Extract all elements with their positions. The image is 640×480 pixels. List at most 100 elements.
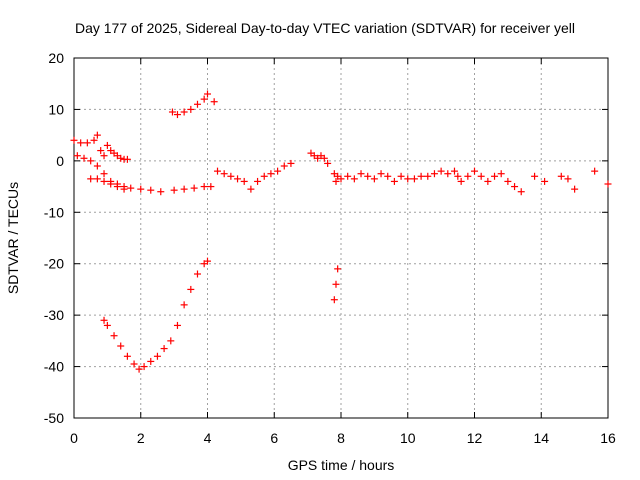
data-point xyxy=(200,183,208,191)
x-tick-label: 16 xyxy=(600,430,616,446)
y-tick-label: 10 xyxy=(48,101,64,117)
x-tick-label: 10 xyxy=(400,430,416,446)
data-point xyxy=(504,177,512,185)
data-point xyxy=(153,352,161,360)
data-point xyxy=(390,177,398,185)
data-point xyxy=(332,280,340,288)
data-point xyxy=(103,141,111,149)
data-point xyxy=(330,296,338,304)
y-axis-ticks: -50 -40 -30 -20 -10 0 10 20 xyxy=(44,50,608,426)
data-point xyxy=(214,167,222,175)
data-point xyxy=(234,175,242,183)
grid-lines xyxy=(74,58,608,418)
chart-title: Day 177 of 2025, Sidereal Day-to-day VTE… xyxy=(75,20,575,36)
y-tick-label: 0 xyxy=(56,153,64,169)
data-point xyxy=(83,139,91,147)
data-point xyxy=(147,357,155,365)
data-point xyxy=(103,321,111,329)
data-point xyxy=(93,131,101,139)
data-point xyxy=(497,170,505,178)
data-point xyxy=(571,185,579,193)
data-points xyxy=(70,90,612,373)
data-point xyxy=(135,365,143,373)
x-tick-label: 8 xyxy=(337,430,345,446)
data-point xyxy=(70,136,78,144)
data-point xyxy=(464,172,472,180)
data-point xyxy=(410,175,418,183)
data-point xyxy=(187,105,195,113)
data-point xyxy=(477,172,485,180)
data-point xyxy=(137,185,145,193)
data-point xyxy=(140,363,148,371)
data-point xyxy=(471,167,478,175)
data-point xyxy=(280,162,288,170)
data-point xyxy=(364,172,372,180)
y-tick-label: -40 xyxy=(44,359,64,375)
data-point xyxy=(591,167,599,175)
data-point xyxy=(160,345,168,353)
data-point xyxy=(444,170,452,178)
y-tick-label: -30 xyxy=(44,307,64,323)
data-point xyxy=(193,270,201,278)
x-tick-label: 6 xyxy=(270,430,278,446)
data-point xyxy=(344,172,352,180)
data-point xyxy=(90,136,98,144)
data-point xyxy=(87,157,95,165)
data-point xyxy=(337,175,345,183)
data-point xyxy=(370,175,378,183)
y-axis-label: SDTVAR / TECUs xyxy=(5,182,21,294)
data-point xyxy=(564,175,572,183)
data-point xyxy=(430,170,438,178)
data-point xyxy=(332,177,340,185)
data-point xyxy=(454,172,462,180)
data-point xyxy=(404,175,412,183)
data-point xyxy=(193,100,201,108)
data-point xyxy=(100,316,108,324)
data-point xyxy=(100,152,108,160)
data-point xyxy=(187,285,195,293)
x-tick-label: 2 xyxy=(137,430,145,446)
data-point xyxy=(384,172,392,180)
data-point xyxy=(531,172,539,180)
data-point xyxy=(127,184,135,192)
data-point xyxy=(484,177,492,185)
data-point xyxy=(100,177,108,185)
x-tick-label: 14 xyxy=(533,430,549,446)
data-point xyxy=(334,265,342,273)
data-point xyxy=(100,170,108,178)
y-tick-label: 20 xyxy=(48,50,64,66)
data-point xyxy=(130,360,138,368)
data-point xyxy=(207,183,215,191)
x-axis-ticks: 0 2 4 6 8 10 12 14 16 xyxy=(70,58,616,446)
data-point xyxy=(173,321,181,329)
data-point xyxy=(80,154,88,162)
data-point xyxy=(120,185,128,193)
data-point xyxy=(93,175,101,183)
data-point xyxy=(457,177,465,185)
data-point xyxy=(357,170,365,178)
data-point xyxy=(110,332,118,340)
data-point xyxy=(117,342,125,350)
data-point xyxy=(450,167,458,175)
data-point xyxy=(204,90,211,98)
data-point xyxy=(170,186,178,194)
x-tick-label: 0 xyxy=(70,430,78,446)
data-point xyxy=(417,172,425,180)
data-point xyxy=(511,183,519,191)
x-tick-label: 4 xyxy=(204,430,212,446)
data-point xyxy=(87,175,95,183)
data-point xyxy=(350,175,358,183)
data-point xyxy=(247,185,255,193)
data-point xyxy=(254,177,262,185)
x-axis-label: GPS time / hours xyxy=(288,457,395,473)
data-point xyxy=(113,183,121,191)
x-tick-label: 12 xyxy=(467,430,483,446)
data-point xyxy=(97,147,105,155)
data-point xyxy=(73,152,81,160)
data-point xyxy=(437,167,445,175)
y-tick-label: -50 xyxy=(44,410,64,426)
data-point xyxy=(274,167,282,175)
data-point xyxy=(320,154,328,162)
data-point xyxy=(204,257,211,265)
